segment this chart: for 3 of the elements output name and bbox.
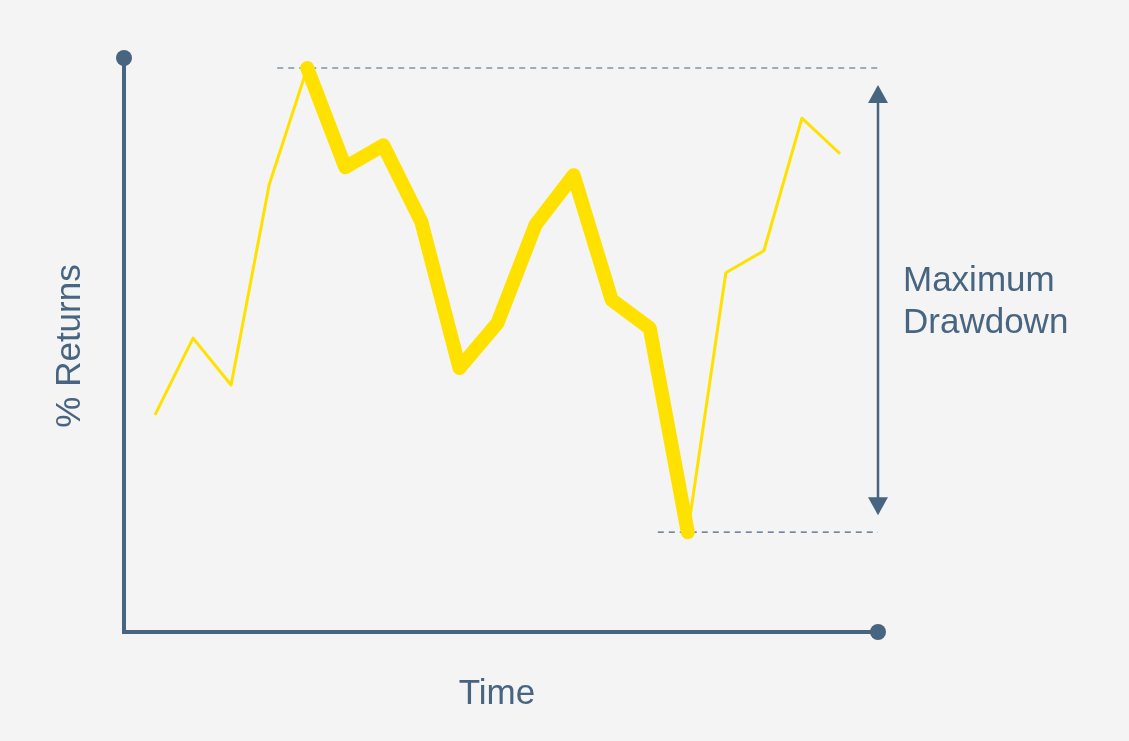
y-axis-title: % Returns: [48, 264, 87, 428]
x-axis-title: Time: [458, 672, 536, 711]
text: Maximum Drawdown: [903, 259, 1069, 341]
